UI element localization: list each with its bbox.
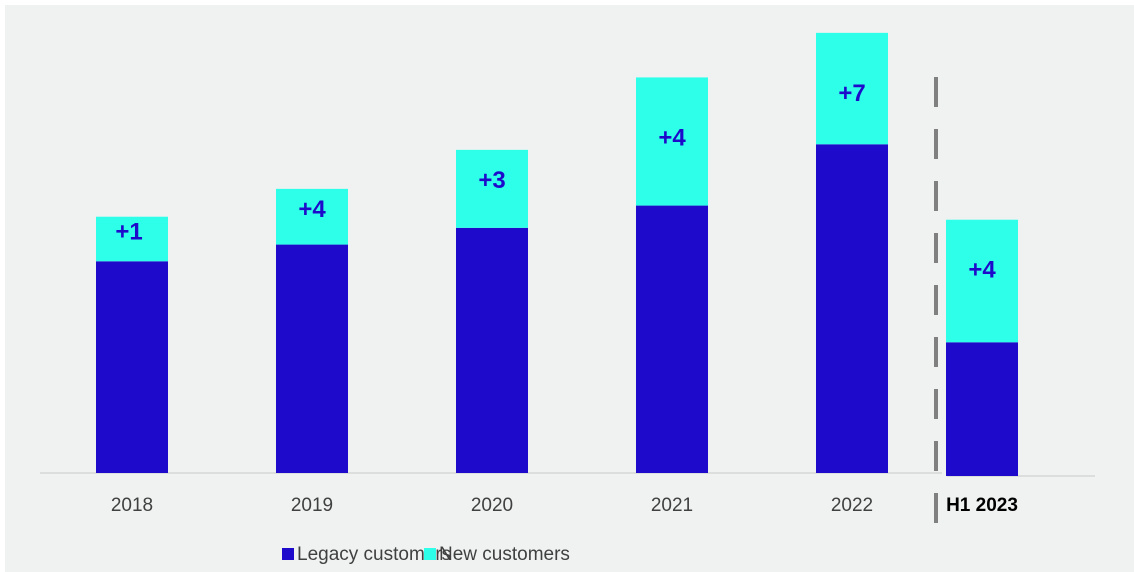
data-label-h1-2023: +4 — [968, 257, 996, 284]
x-tick-label-2018: 2018 — [111, 495, 153, 516]
bar-legacy-2021 — [636, 205, 708, 474]
data-label-2021: +4 — [658, 124, 686, 151]
x-tick-label-2020: 2020 — [471, 495, 513, 516]
customers-bar-chart: +1 +4 +3 +4 +7 +4 2018 2019 2020 2021 2022 H1 2023 L… — [40, 32, 1095, 565]
bar-new-2020 — [456, 149, 528, 228]
legend-swatch-legacy — [282, 548, 294, 560]
legend-label-legacy: Legacy customers — [297, 544, 451, 565]
legend-swatch-new — [424, 548, 436, 560]
data-label-2018: +1 — [115, 219, 142, 246]
data-label-2020: +3 — [478, 167, 505, 194]
bar-legacy-2019 — [276, 244, 348, 473]
bar-new-2022 — [816, 32, 888, 145]
x-tick-label-2022: 2022 — [831, 495, 873, 516]
bar-legacy-2022 — [816, 144, 888, 474]
bar-legacy-2018 — [96, 261, 168, 473]
bar-new-2019 — [276, 188, 348, 245]
x-tick-label-2019: 2019 — [291, 495, 333, 516]
bar-new-2021 — [636, 77, 708, 206]
chart-container: +1 +4 +3 +4 +7 +4 2018 2019 2020 2021 2022 H1 2023 L… — [5, 5, 1134, 572]
data-label-2022: +7 — [838, 80, 865, 107]
x-tick-label-h1-2023: H1 2023 — [946, 495, 1018, 516]
bar-new-2018 — [96, 216, 168, 262]
bar-new-h1-2023 — [946, 219, 1018, 343]
bar-legacy-h1-2023 — [946, 342, 1018, 476]
legend-label-new: New customers — [439, 544, 570, 565]
x-tick-label-2021: 2021 — [651, 495, 693, 516]
bar-legacy-2020 — [456, 227, 528, 473]
data-label-2019: +4 — [298, 196, 326, 223]
